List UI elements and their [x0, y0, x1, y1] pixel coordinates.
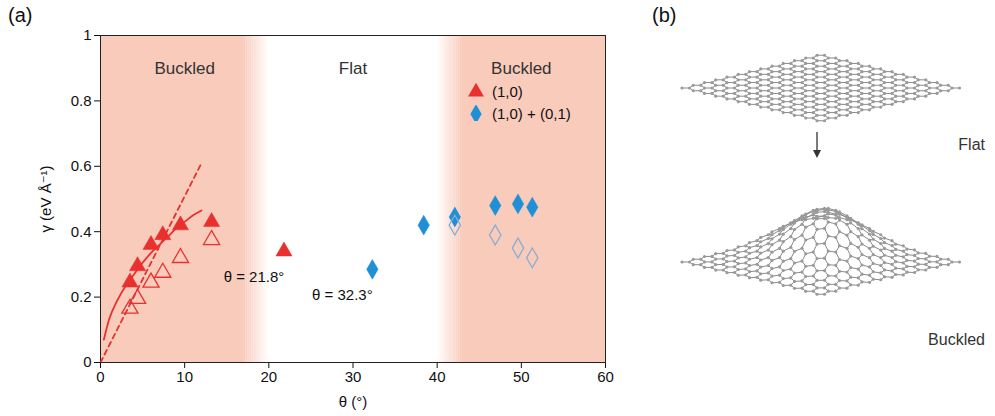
- svg-text:Buckled: Buckled: [154, 59, 214, 78]
- svg-text:Buckled: Buckled: [928, 331, 985, 348]
- svg-text:0.8: 0.8: [71, 92, 92, 109]
- svg-text:30: 30: [345, 368, 362, 385]
- svg-text:0.4: 0.4: [71, 223, 92, 240]
- svg-text:40: 40: [429, 368, 446, 385]
- svg-text:θ = 21.8°: θ = 21.8°: [224, 268, 285, 285]
- svg-text:20: 20: [260, 368, 277, 385]
- svg-text:60: 60: [597, 368, 614, 385]
- svg-text:0: 0: [96, 368, 104, 385]
- svg-text:θ (°): θ (°): [339, 393, 368, 410]
- svg-text:Buckled: Buckled: [491, 59, 551, 78]
- svg-text:0.2: 0.2: [71, 288, 92, 305]
- html-text:(a): (a): [8, 4, 33, 26]
- svg-text:0: 0: [83, 353, 91, 370]
- svg-text:10: 10: [176, 368, 193, 385]
- svg-text:γ (eV Å⁻¹): γ (eV Å⁻¹): [37, 165, 54, 232]
- svg-text:Flat: Flat: [339, 59, 368, 78]
- svg-text:Flat: Flat: [958, 136, 985, 153]
- html-text:(1,0) + (0,1): (1,0) + (0,1): [492, 104, 571, 122]
- svg-text:50: 50: [513, 368, 530, 385]
- svg-text:θ = 32.3°: θ = 32.3°: [312, 286, 373, 303]
- html-text:(1,0): (1,0): [492, 82, 523, 100]
- html-text:(b): (b): [652, 4, 677, 26]
- svg-text:0.6: 0.6: [71, 157, 92, 174]
- svg-text:1: 1: [83, 26, 91, 43]
